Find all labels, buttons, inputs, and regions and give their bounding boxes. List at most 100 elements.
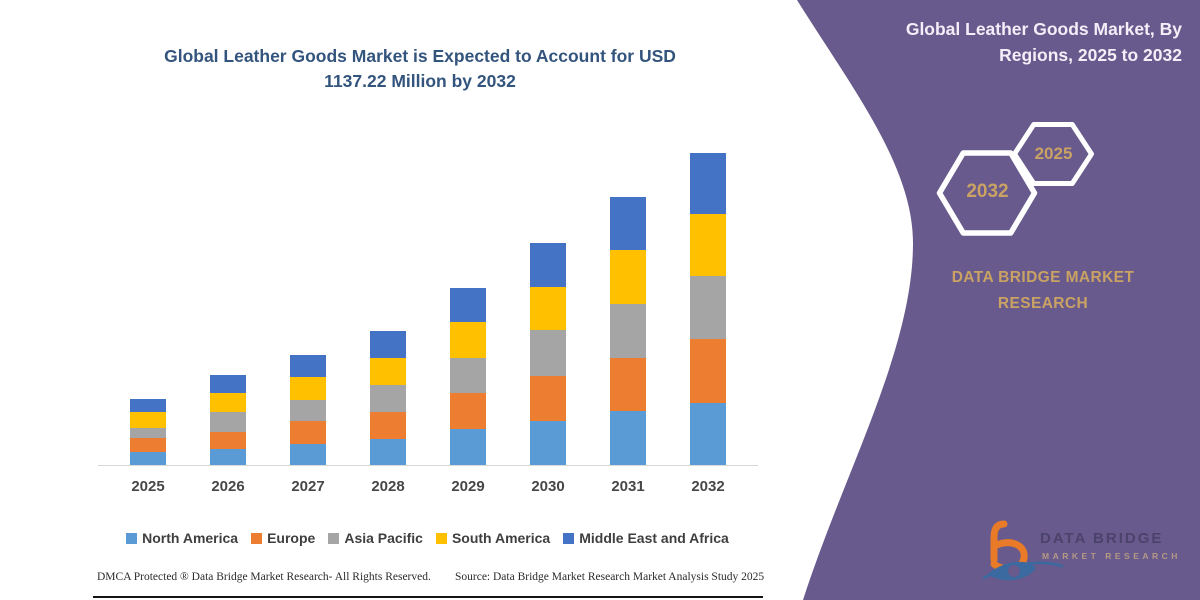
bar-segment-2028-asia-pacific: [370, 384, 406, 413]
bar-segment-2031-north-america: [610, 410, 646, 465]
bar-2027: [290, 354, 326, 465]
bar-segment-2029-middle-east-and-africa: [450, 288, 486, 322]
bar-2028: [370, 330, 406, 465]
bar-segment-2032-europe: [690, 339, 726, 403]
bar-segment-2028-north-america: [370, 439, 406, 465]
x-tick-2027: 2027: [291, 478, 325, 495]
dmca-notice: DMCA Protected ® Data Bridge Market Rese…: [97, 571, 431, 583]
bar-segment-2027-asia-pacific: [290, 399, 326, 422]
hexagon-2025: [1012, 122, 1094, 186]
bar-slot-2025: [108, 145, 188, 465]
bar-segment-2029-north-america: [450, 429, 486, 465]
bar-segment-2032-asia-pacific: [690, 275, 726, 340]
bar-segment-2028-europe: [370, 412, 406, 440]
legend-swatch-icon: [251, 532, 263, 544]
source-note: Source: Data Bridge Market Research Mark…: [455, 571, 765, 583]
bar-segment-2025-south-america: [130, 412, 166, 429]
hexagon-2032: [936, 150, 1038, 236]
hexagon-year-2032: 2032: [966, 181, 1009, 202]
bar-slot-2027: [268, 145, 348, 465]
brand-line2: RESEARCH: [997, 294, 1089, 312]
bar-slot-2030: [508, 145, 588, 465]
bar-segment-2032-south-america: [690, 213, 726, 276]
logo-tagline: MARKET RESEARCH: [1042, 551, 1181, 561]
bar-segment-2031-europe: [610, 357, 646, 411]
legend-item-south-america: South America: [435, 530, 551, 546]
legend-item-north-america: North America: [126, 530, 238, 546]
bar-slot-2031: [588, 145, 668, 465]
data-bridge-logo-icon: [982, 520, 1064, 581]
x-axis-line: [98, 465, 758, 466]
x-tick-2026: 2026: [211, 478, 245, 495]
bar-segment-2025-north-america: [130, 451, 166, 465]
bar-2025: [130, 399, 166, 465]
bar-segment-2027-middle-east-and-africa: [290, 354, 326, 378]
x-axis-labels: 2025 2026 2027 2028 2029 2030 2031 2032: [108, 478, 748, 495]
legend-label: South America: [451, 530, 551, 546]
legend-item-asia-pacific: Asia Pacific: [328, 530, 423, 546]
x-tick-2028: 2028: [371, 478, 405, 495]
x-tick-2030: 2030: [531, 478, 565, 495]
x-tick-2031: 2031: [611, 478, 645, 495]
bar-segment-2026-asia-pacific: [210, 412, 246, 432]
legend-swatch-icon: [563, 532, 575, 544]
brand-name: DATA BRIDGE MARKET RESEARCH: [903, 265, 1183, 316]
bar-2031: [610, 196, 646, 465]
bar-segment-2028-south-america: [370, 357, 406, 385]
bar-2026: [210, 375, 246, 465]
bar-segment-2032-north-america: [690, 403, 726, 465]
bottom-rule: [93, 596, 763, 598]
legend-swatch-icon: [126, 532, 138, 544]
legend-item-europe: Europe: [251, 530, 315, 546]
bar-segment-2031-middle-east-and-africa: [610, 196, 646, 250]
bar-segment-2029-asia-pacific: [450, 357, 486, 393]
bar-segment-2030-asia-pacific: [530, 330, 566, 376]
x-tick-2029: 2029: [451, 478, 485, 495]
legend-item-middle-east-and-africa: Middle East and Africa: [563, 530, 729, 546]
bar-segment-2026-north-america: [210, 448, 246, 465]
panel-title: Global Leather Goods Market, By Regions,…: [850, 16, 1182, 69]
bar-slot-2026: [188, 145, 268, 465]
bar-segment-2028-middle-east-and-africa: [370, 330, 406, 358]
legend-swatch-icon: [328, 532, 340, 544]
bar-2032: [690, 153, 726, 465]
logo-wordmark: DATA BRIDGE: [1040, 530, 1164, 547]
bar-2030: [530, 243, 566, 465]
bar-segment-2025-europe: [130, 438, 166, 452]
bar-2029: [450, 288, 486, 465]
panel-title-line1: Global Leather Goods Market, By: [905, 19, 1182, 39]
bar-segment-2026-middle-east-and-africa: [210, 375, 246, 394]
legend-label: North America: [142, 530, 239, 546]
chart-title: Global Leather Goods Market is Expected …: [95, 44, 745, 95]
brand-line1: DATA BRIDGE MARKET: [951, 269, 1135, 286]
x-tick-2025: 2025: [131, 478, 165, 495]
bar-segment-2032-middle-east-and-africa: [690, 153, 726, 214]
legend-swatch-icon: [435, 532, 447, 544]
chart-title-line1: Global Leather Goods Market is Expected …: [164, 46, 676, 66]
legend-label: Middle East and Africa: [579, 530, 729, 546]
legend-label: Europe: [267, 530, 316, 546]
bar-segment-2029-europe: [450, 392, 486, 430]
bar-segment-2027-europe: [290, 421, 326, 444]
bar-segment-2030-south-america: [530, 286, 566, 331]
stacked-bar-plot: [108, 145, 748, 465]
bar-segment-2027-north-america: [290, 443, 326, 465]
panel-title-line2: Regions, 2025 to 2032: [999, 45, 1182, 66]
bar-segment-2031-asia-pacific: [610, 303, 646, 358]
bar-segment-2030-north-america: [530, 420, 566, 465]
hexagon-year-2025: 2025: [1034, 144, 1073, 163]
chart-title-line2: 1137.22 Million by 2032: [324, 71, 516, 92]
bar-segment-2027-south-america: [290, 377, 326, 400]
bar-segment-2031-south-america: [610, 249, 646, 304]
bar-slot-2032: [668, 145, 748, 465]
legend-label: Asia Pacific: [344, 530, 423, 546]
bar-segment-2025-middle-east-and-africa: [130, 399, 166, 413]
bar-slot-2028: [348, 145, 428, 465]
bar-segment-2029-south-america: [450, 321, 486, 358]
bar-segment-2030-europe: [530, 375, 566, 421]
hexagon-graphic: [936, 122, 1094, 236]
x-tick-2032: 2032: [691, 478, 725, 495]
bar-segment-2030-middle-east-and-africa: [530, 243, 566, 287]
chart-legend: North America Europe Asia Pacific South Ame…: [95, 530, 760, 546]
